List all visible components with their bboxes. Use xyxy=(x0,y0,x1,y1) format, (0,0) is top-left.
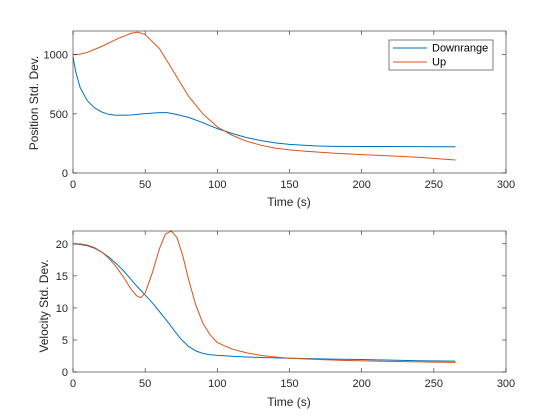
velocity-ytick-label-10: 10 xyxy=(56,303,68,315)
position-xtick-label-100: 100 xyxy=(208,179,226,191)
position-xtick-label-150: 150 xyxy=(280,179,298,191)
position-xtick-label-200: 200 xyxy=(352,179,370,191)
position-series-downrange xyxy=(72,56,456,148)
velocity-xtick-label-200: 200 xyxy=(352,378,370,390)
velocity-series-up xyxy=(73,230,456,363)
position-xtick-label-250: 250 xyxy=(425,179,443,191)
velocity-xtick-label-300: 300 xyxy=(497,378,515,390)
velocity-ytick-label-0: 0 xyxy=(62,367,68,379)
position-subplot: 0 50 100 150 200 250 300 0 500 1000 Time (s) Posi… xyxy=(27,30,515,209)
legend-label-up: Up xyxy=(432,57,446,69)
velocity-xtick-label-150: 150 xyxy=(280,378,298,390)
position-xlabel: Time (s) xyxy=(267,195,311,209)
velocity-xtick-label-100: 100 xyxy=(208,378,226,390)
velocity-xtick-label-250: 250 xyxy=(425,378,443,390)
position-ylabel: Position Std. Dev. xyxy=(27,56,41,151)
position-series-up xyxy=(72,31,456,161)
velocity-ylabel: Velocity Std. Dev. xyxy=(37,259,51,352)
position-xtick-label-0: 0 xyxy=(70,179,76,191)
velocity-ytick-label-20: 20 xyxy=(56,239,68,251)
legend-box xyxy=(388,39,494,71)
velocity-ytick-label-5: 5 xyxy=(62,335,68,347)
velocity-subplot: 0 50 100 150 200 250 300 0 5 10 15 20 Time (s) Velo… xyxy=(37,230,515,409)
velocity-ytick-label-15: 15 xyxy=(56,271,68,283)
velocity-xtick-label-0: 0 xyxy=(70,378,76,390)
position-ytick-label-500: 500 xyxy=(50,109,68,121)
position-ytick-label-0: 0 xyxy=(62,168,68,180)
velocity-xlabel: Time (s) xyxy=(267,395,311,409)
position-ytick-label-1000: 1000 xyxy=(44,50,68,62)
legend-label-downrange: Downrange xyxy=(432,43,488,55)
velocity-xtick-label-50: 50 xyxy=(139,378,151,390)
position-xtick-label-300: 300 xyxy=(497,179,515,191)
position-xtick-label-50: 50 xyxy=(139,179,151,191)
position-legend: Downrange Up xyxy=(388,39,494,71)
